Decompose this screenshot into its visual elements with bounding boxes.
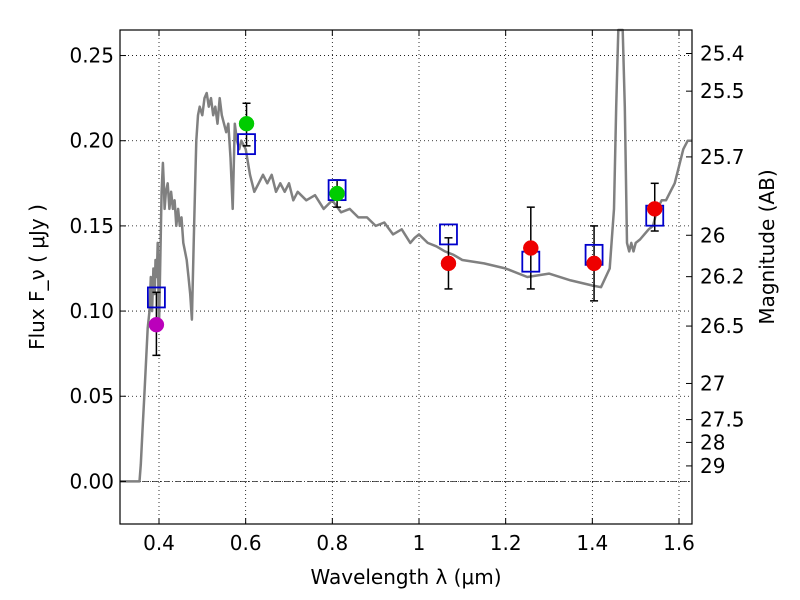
model-photometry-square [146, 286, 166, 309]
y-tick-label: 0.20 [69, 129, 114, 153]
axis-ticks: 0.4 0.6 0.8 1 1.2 1.4 1.6 0.00 0.05 0.10 0.15 0.20 0… [69, 30, 745, 555]
model-photometry-square [439, 223, 458, 246]
right-axis-label: Magnitude (AB) [755, 169, 779, 324]
x-tick-label: 0.4 [143, 531, 175, 555]
x-tick-label: 1.4 [576, 531, 608, 555]
x-tick-label: 1.6 [663, 531, 695, 555]
data-marks [146, 102, 665, 357]
observed-flux-point [646, 201, 663, 217]
x-tick-label: 0.6 [230, 531, 262, 555]
y-tick-label: 0.25 [69, 44, 114, 68]
observed-flux-point [238, 115, 255, 132]
right-tick-label: 25.7 [700, 145, 745, 169]
right-tick-label: 26.5 [700, 314, 745, 338]
x-tick-label: 1 [413, 531, 426, 555]
right-tick-label: 27 [700, 371, 725, 395]
y-tick-label: 0.00 [69, 469, 114, 493]
observed-flux-point [329, 185, 345, 202]
observed-flux-point [440, 255, 457, 272]
right-tick-label: 26.2 [700, 265, 745, 289]
y-axis-label: Flux F_ν ( μJy ) [25, 204, 49, 350]
observed-flux-point [586, 255, 602, 272]
x-axis-label: Wavelength λ (μm) [310, 565, 501, 589]
y-tick-label: 0.05 [69, 384, 114, 408]
right-tick-label: 25.5 [700, 79, 745, 103]
x-tick-label: 0.8 [316, 531, 348, 555]
y-tick-label: 0.10 [69, 299, 114, 323]
right-tick-label: 26 [700, 223, 725, 247]
right-tick-label: 25.4 [700, 42, 745, 66]
right-tick-label: 29 [700, 454, 725, 478]
model-photometry-square [237, 133, 256, 156]
right-tick-label: 28 [700, 430, 725, 454]
observed-flux-point [523, 240, 539, 256]
right-tick-label: 27.5 [700, 408, 745, 432]
observed-flux-point [148, 316, 165, 333]
y-tick-label: 0.15 [69, 214, 114, 238]
x-tick-label: 1.2 [490, 531, 522, 555]
model-sed-line [120, 28, 692, 483]
